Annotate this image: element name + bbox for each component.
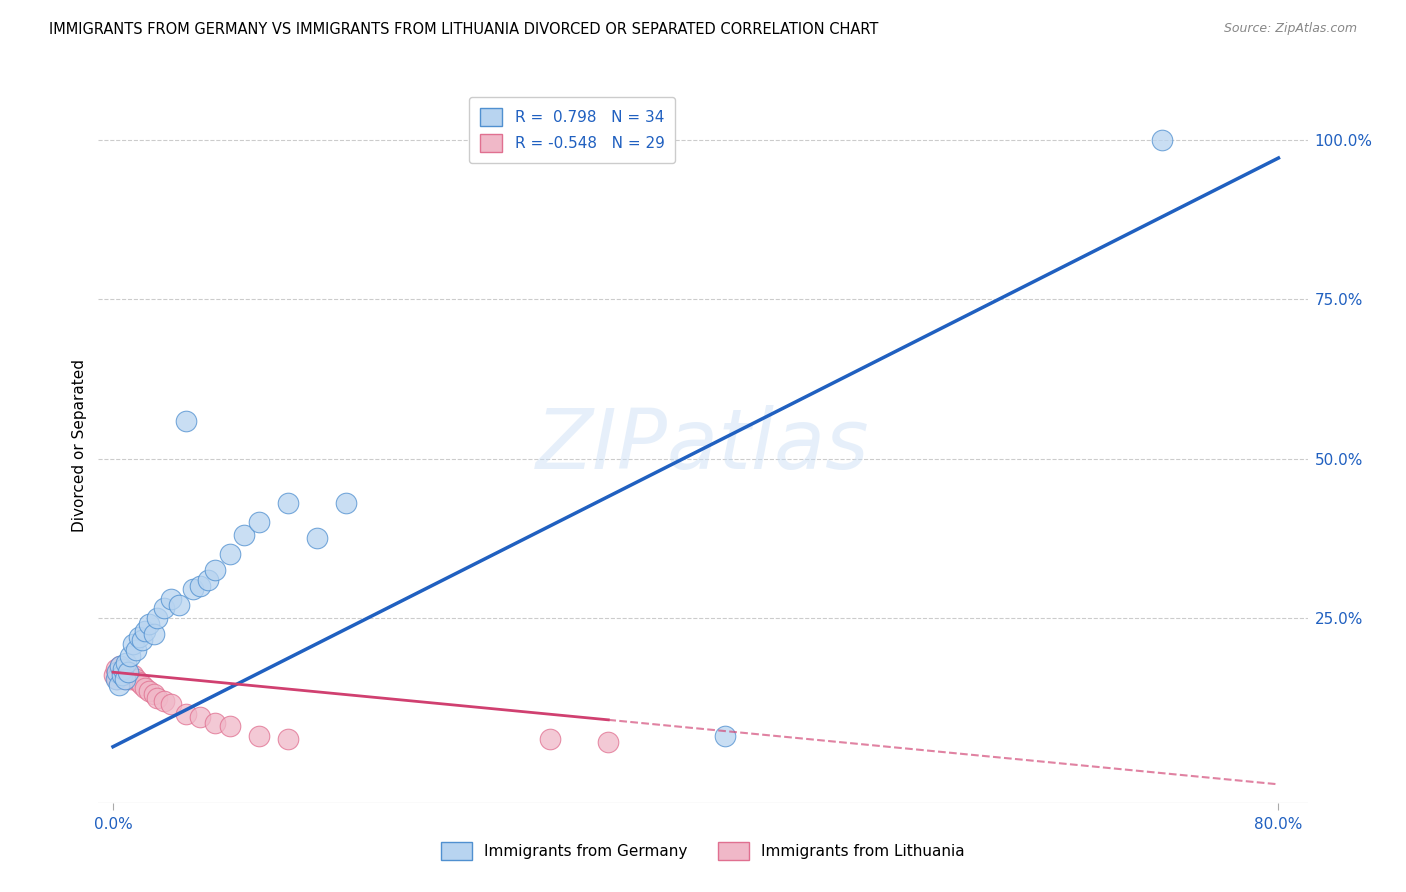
Point (181, 582, 204, 597)
Point (105, 665, 128, 680)
Point (131, 678, 153, 692)
Point (103, 668, 125, 682)
Point (538, 732, 561, 747)
Point (174, 706, 197, 721)
Point (128, 674, 150, 689)
Point (204, 716, 226, 731)
Point (134, 624, 156, 638)
Point (104, 672, 127, 686)
Point (138, 684, 160, 698)
Point (125, 643, 148, 657)
Y-axis label: Divorced or Separated: Divorced or Separated (72, 359, 87, 533)
Point (104, 662, 127, 676)
Point (112, 662, 135, 676)
Point (122, 636, 145, 650)
Point (112, 662, 135, 676)
Point (125, 672, 148, 686)
Point (277, 496, 299, 510)
Point (598, 735, 620, 749)
Text: IMMIGRANTS FROM GERMANY VS IMMIGRANTS FROM LITHUANIA DIVORCED OR SEPARATED CORRE: IMMIGRANTS FROM GERMANY VS IMMIGRANTS FR… (49, 22, 879, 37)
Point (122, 668, 145, 682)
Point (174, 413, 197, 427)
Point (115, 668, 138, 682)
Point (1150, 133, 1173, 147)
Point (305, 532, 328, 546)
Point (190, 579, 212, 593)
Point (115, 656, 138, 670)
Point (142, 627, 165, 641)
Point (204, 563, 226, 577)
Point (218, 547, 240, 561)
Point (197, 573, 219, 587)
Point (153, 601, 176, 615)
Point (111, 668, 134, 682)
Point (247, 516, 270, 530)
Point (153, 694, 176, 708)
Point (145, 611, 167, 625)
Point (714, 729, 737, 743)
Text: ZIPatlas: ZIPatlas (536, 406, 870, 486)
Point (128, 630, 150, 644)
Point (105, 672, 128, 686)
Point (117, 665, 139, 680)
Point (233, 528, 256, 542)
Point (138, 617, 160, 632)
Point (247, 729, 270, 743)
Point (120, 649, 142, 664)
Point (110, 658, 132, 673)
Point (167, 599, 190, 613)
Point (111, 668, 134, 682)
Point (218, 719, 240, 733)
Point (114, 672, 136, 686)
Point (134, 681, 156, 695)
Point (108, 665, 131, 680)
Point (108, 678, 131, 692)
Point (120, 672, 142, 686)
Point (145, 690, 167, 705)
Point (110, 658, 132, 673)
Point (335, 496, 357, 510)
Point (277, 732, 299, 747)
Point (142, 688, 165, 702)
Legend: R =  0.798   N = 34, R = -0.548   N = 29: R = 0.798 N = 34, R = -0.548 N = 29 (468, 97, 675, 163)
Legend: Immigrants from Germany, Immigrants from Lithuania: Immigrants from Germany, Immigrants from… (436, 836, 970, 866)
Point (117, 665, 139, 680)
Point (131, 633, 153, 648)
Point (160, 697, 183, 711)
Point (114, 672, 136, 686)
Point (160, 591, 183, 606)
Text: Source: ZipAtlas.com: Source: ZipAtlas.com (1223, 22, 1357, 36)
Point (190, 710, 212, 724)
